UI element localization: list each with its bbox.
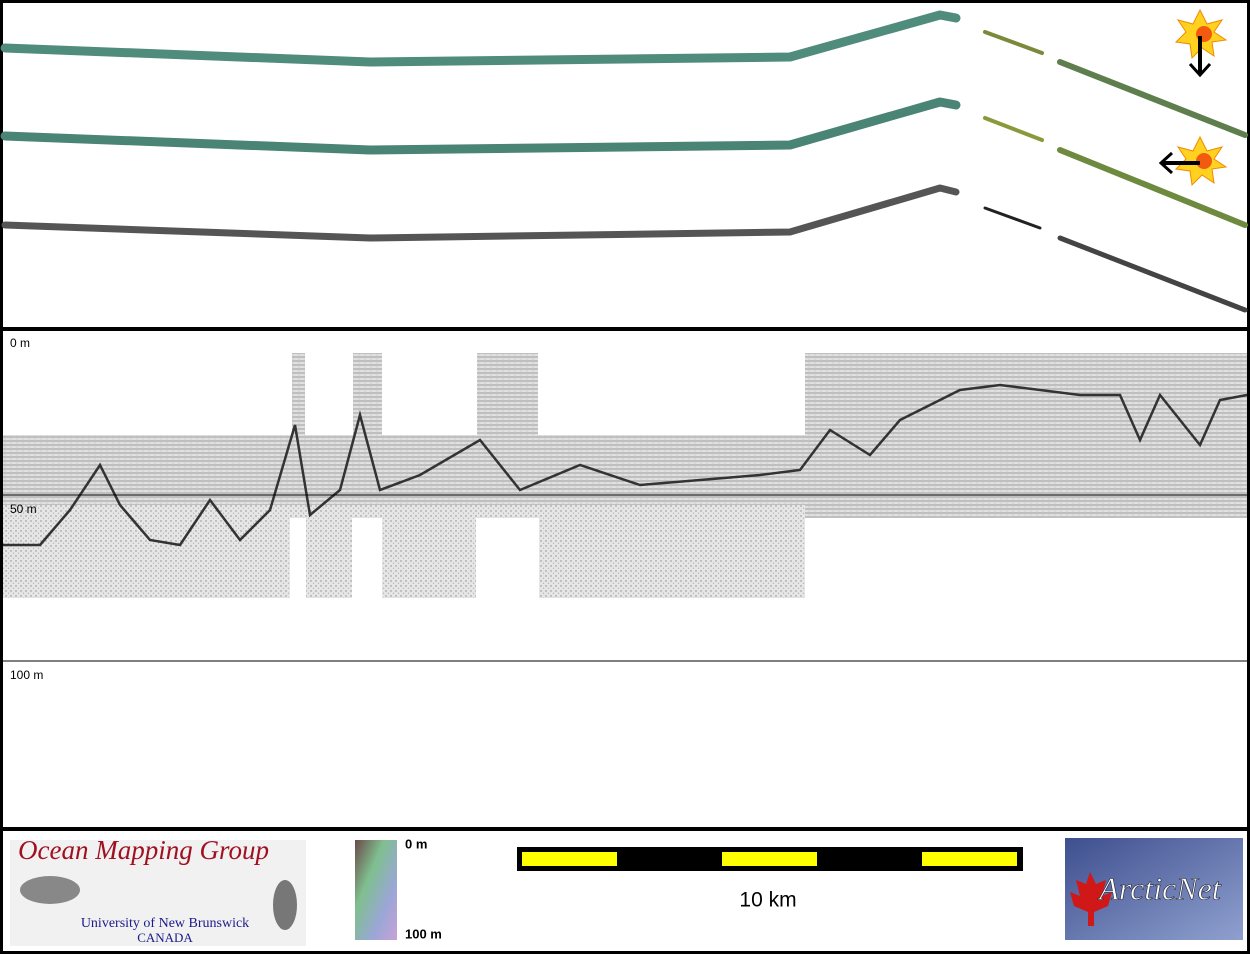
swath <box>1057 147 1248 228</box>
logo-text: University of New Brunswick <box>81 916 249 931</box>
arcticnet-logo: ArcticNet <box>1065 838 1243 940</box>
swath <box>1057 59 1248 138</box>
scale-bar: 10 km <box>517 847 1023 912</box>
sun-icon <box>1158 135 1228 187</box>
depth-label: 50 m <box>10 502 37 516</box>
colorbar-label: 100 m <box>405 926 442 941</box>
scale-label: 10 km <box>739 889 796 912</box>
omg-logo: Ocean Mapping Group University of New Br… <box>10 835 306 946</box>
seismic-profile: 0 m 50 m 100 m <box>0 336 1250 682</box>
depth-label: 0 m <box>10 336 30 350</box>
seismic-data <box>3 505 805 598</box>
colorbar-label: 0 m <box>405 836 427 851</box>
swath-strips <box>0 10 1248 313</box>
seafloor <box>3 383 1248 547</box>
swath <box>0 10 961 67</box>
logo-title: Ocean Mapping Group <box>18 835 269 865</box>
colorbar <box>355 840 397 940</box>
swath <box>1 184 960 242</box>
swath <box>1057 235 1248 313</box>
swath <box>983 206 1042 230</box>
sun-icon <box>1174 8 1228 78</box>
seismic-data <box>805 353 1247 518</box>
seismic-data <box>477 353 538 435</box>
swath <box>0 97 961 155</box>
swath <box>983 116 1044 142</box>
logo-text: ArcticNet <box>1097 870 1222 906</box>
swath <box>983 30 1044 55</box>
logo-text: CANADA <box>137 930 193 945</box>
seismic-data <box>292 353 305 435</box>
depth-label: 100 m <box>10 668 43 682</box>
